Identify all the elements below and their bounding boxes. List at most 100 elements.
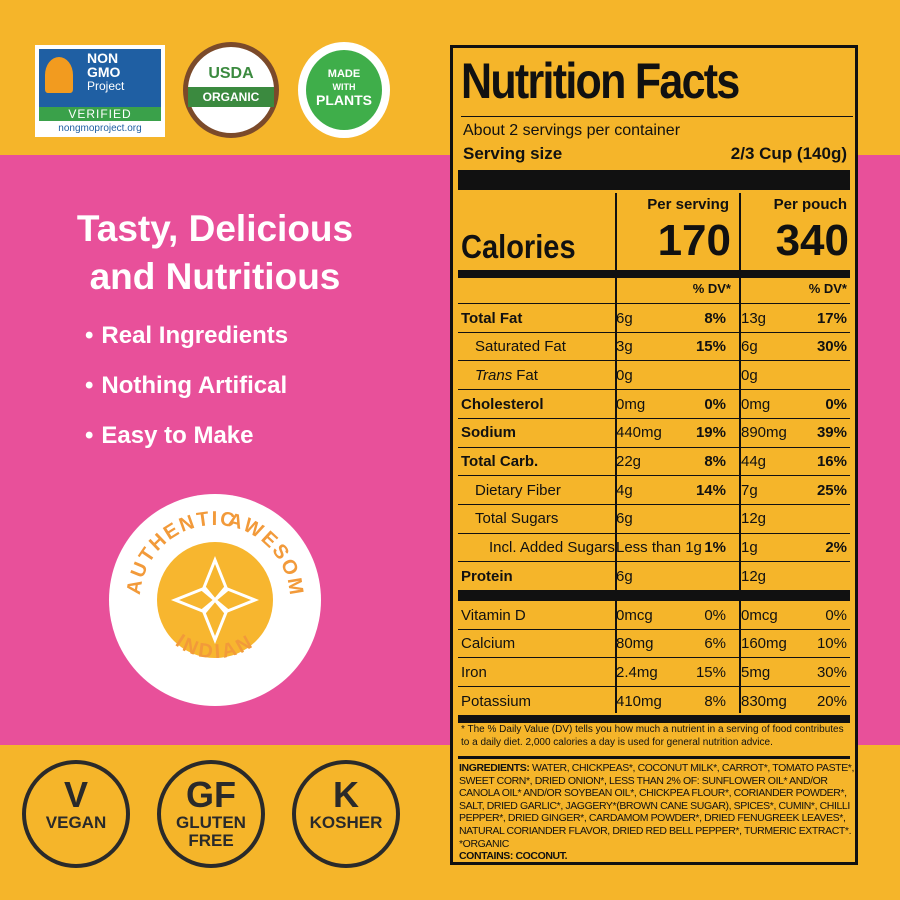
nutrient-cell: 6g bbox=[616, 309, 633, 327]
ingredients-text: WATER, CHICKPEAS*, COCONUT MILK*, CARROT… bbox=[459, 762, 855, 837]
nutrient-row: Trans Fat 0g 0g bbox=[458, 360, 850, 389]
badge-text: PLANTS bbox=[316, 92, 372, 108]
nutrient-cell: 0% bbox=[704, 395, 726, 413]
nutrient-name-text: Vitamin D bbox=[461, 606, 526, 624]
contains: CONTAINS: COCONUT. bbox=[459, 850, 568, 863]
diet-badge: GF GLUTEN FREE bbox=[157, 760, 265, 868]
serving-size-value: 2/3 Cup (140g) bbox=[730, 144, 847, 163]
nutrient-name: Trans Fat bbox=[458, 367, 613, 384]
nutrient-name: Calcium bbox=[458, 635, 613, 652]
nutrient-cell: 0mcg bbox=[741, 606, 778, 624]
nutrient-row: Calcium 80mg 6% 160mg 10% bbox=[458, 628, 850, 658]
usda-badge: USDA ORGANIC bbox=[183, 42, 279, 138]
nutrient-cell: 80mg bbox=[616, 635, 654, 653]
footnote: * The % Daily Value (DV) tells you how m… bbox=[461, 724, 844, 748]
nutrient-row: Protein 6g 12g bbox=[458, 561, 850, 590]
thick-rule bbox=[458, 714, 850, 723]
nutrient-cell: 19% bbox=[695, 424, 726, 442]
nutrient-row: Cholesterol 0mg 0% 0mg 0% bbox=[458, 389, 850, 418]
nutrient-row: Iron 2.4mg 15% 5mg 30% bbox=[458, 657, 850, 686]
nutrient-cell: 830mg bbox=[741, 692, 787, 710]
nutrient-name: Iron bbox=[458, 664, 613, 681]
nutrient-cell: 6% bbox=[704, 635, 726, 653]
diet-badge: V VEGAN bbox=[22, 760, 130, 868]
nutrient-name-text: Calcium bbox=[461, 635, 516, 653]
serving-size-label: Serving size bbox=[463, 144, 563, 163]
nutrient-cell: 14% bbox=[695, 481, 726, 499]
nutrient-name-text: Sodium bbox=[461, 424, 516, 442]
nutrient-name-text: Cholesterol bbox=[461, 395, 544, 413]
nutrient-name: Potassium bbox=[458, 693, 613, 710]
nutrient-row: Incl. Added Sugars Less than 1g 1% 1g 2% bbox=[458, 532, 850, 562]
nutrient-row: Sodium 440mg 19% 890mg 39% bbox=[458, 417, 850, 447]
nutrient-cell: 1g bbox=[741, 539, 758, 557]
bullet: Real Ingredients bbox=[85, 322, 288, 350]
calories-label: Calories bbox=[461, 228, 576, 265]
badge-text: VERIFIED bbox=[39, 107, 161, 121]
nutrient-cell: 0mg bbox=[616, 395, 646, 413]
nutrient-row: Dietary Fiber 4g 14% 7g 25% bbox=[458, 475, 850, 504]
nutrient-row: Saturated Fat 3g 15% 6g 30% bbox=[458, 331, 850, 361]
nutrient-row: Potassium 410mg 8% 830mg 20% bbox=[458, 686, 850, 715]
nutrient-cell: 2% bbox=[825, 539, 847, 557]
seal: AUTHENTIC AWESOME INDIAN bbox=[105, 490, 321, 706]
nutrient-cell: 6g bbox=[741, 338, 758, 356]
nutrient-cell: 30% bbox=[816, 663, 847, 681]
nutrient-cell: 410mg bbox=[616, 692, 662, 710]
nutrient-cell: 20% bbox=[816, 692, 847, 710]
nutrient-cell: 13g bbox=[741, 309, 767, 327]
nutrient-row: Total Fat 6g 8% 13g 17% bbox=[458, 303, 850, 332]
nutrient-cell: 8% bbox=[704, 453, 726, 470]
nutrient-cell: 440mg bbox=[616, 424, 662, 442]
nutrient-name-text: Iron bbox=[461, 663, 487, 681]
nutrient-name-text: Total Fat bbox=[461, 309, 523, 327]
nutrient-name: Sodium bbox=[458, 424, 613, 441]
nutrient-cell: 39% bbox=[816, 424, 847, 442]
non-gmo-badge: NON GMO Project VERIFIED nongmoproject.o… bbox=[35, 45, 165, 137]
calories-value: 170 bbox=[657, 216, 731, 265]
nutrient-cell: 25% bbox=[816, 481, 847, 499]
diet-badge: K KOSHER bbox=[292, 760, 400, 868]
nutrient-cell: 5mg bbox=[741, 663, 771, 681]
nutrient-cell: 15% bbox=[695, 338, 726, 356]
diet-label: KOSHER bbox=[309, 813, 383, 832]
nutrient-cell: 12g bbox=[741, 510, 767, 528]
nutrient-cell: 3g bbox=[616, 338, 633, 356]
nutrient-cell: 44g bbox=[741, 453, 767, 470]
column-header: Per pouch bbox=[773, 196, 847, 213]
nutrient-cell: 15% bbox=[695, 663, 726, 681]
nutrient-cell: 8% bbox=[704, 309, 726, 327]
headline: Tasty, Delicious bbox=[76, 208, 354, 249]
badge-text: USDA bbox=[208, 65, 254, 82]
nutrient-name: Protein bbox=[458, 568, 613, 585]
nutrient-cell: 0mcg bbox=[616, 606, 653, 624]
nutrient-row: Total Sugars 6g 12g bbox=[458, 503, 850, 533]
nutrient-cell: 0g bbox=[741, 366, 758, 384]
nutrient-name: Total Sugars bbox=[458, 510, 613, 527]
nutrient-name: Total Carb. bbox=[458, 453, 613, 470]
badge-text: nongmoproject.org bbox=[58, 123, 142, 134]
nutrient-name: Vitamin D bbox=[458, 607, 613, 624]
nutrient-cell: 0% bbox=[825, 395, 847, 413]
bullet: Nothing Artifical bbox=[85, 372, 287, 400]
dv-header: % DV* bbox=[692, 281, 731, 296]
nutrient-cell: Less than 1g bbox=[616, 539, 702, 557]
nutrient-name-text: Total Sugars bbox=[475, 510, 559, 528]
nutrient-cell: 4g bbox=[616, 481, 633, 499]
nutrient-cell: 0mg bbox=[741, 395, 771, 413]
badge-text: Project bbox=[87, 79, 125, 93]
nutrient-cell: 12g bbox=[741, 567, 767, 585]
calories-value: 340 bbox=[775, 216, 849, 265]
nutrient-name: Dietary Fiber bbox=[458, 482, 613, 499]
bullet: Easy to Make bbox=[85, 422, 253, 450]
nutrient-name-text: Potassium bbox=[461, 692, 532, 710]
diet-label: GLUTEN bbox=[176, 813, 246, 832]
nutrient-cell: 160mg bbox=[741, 635, 787, 653]
nutrient-name-text: Incl. Added Sugars bbox=[489, 539, 615, 557]
nutrient-name: Total Fat bbox=[458, 310, 613, 327]
badge-text: GMO bbox=[87, 64, 121, 80]
nutrient-name-text: Fat bbox=[516, 366, 538, 384]
nutrient-name-italic: Trans bbox=[475, 366, 513, 384]
thick-rule bbox=[458, 590, 850, 600]
